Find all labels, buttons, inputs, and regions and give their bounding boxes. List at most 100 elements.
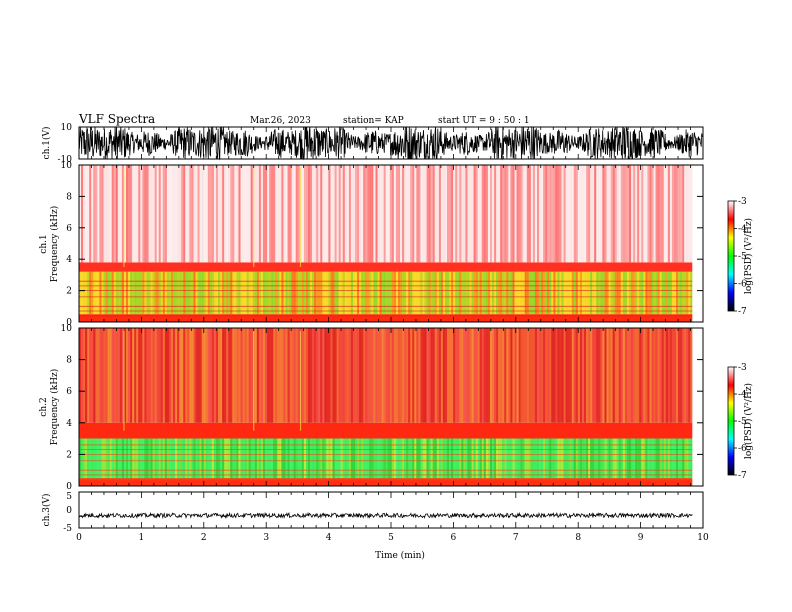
spec1-lowband-column	[569, 271, 572, 315]
spec2-texture-column	[657, 328, 660, 423]
spec1-lowband-column	[524, 271, 527, 315]
spec1-texture-column	[637, 165, 640, 263]
spec2-lowband-column	[314, 438, 317, 479]
spec2-texture-column	[535, 328, 538, 423]
spec2-lowband-column	[391, 438, 394, 479]
spec2-texture-column	[571, 328, 574, 423]
spec2-lowband-column	[430, 438, 433, 479]
spec2-lowband-column	[177, 438, 180, 479]
spec1-lowband-column	[326, 271, 329, 315]
spec1-lowband-column	[240, 271, 243, 315]
spec1-lowband-column	[661, 271, 664, 315]
spec1-texture-column	[502, 165, 505, 263]
spec1-lowband-column	[629, 271, 632, 315]
spec2-texture-column	[97, 328, 100, 423]
spec1-texture-column	[620, 165, 623, 263]
spec1-texture-column	[93, 165, 96, 263]
spec1-lowband-column	[584, 271, 587, 315]
spec1-texture-column	[426, 165, 429, 263]
spec1-lowband-column	[582, 271, 585, 315]
spec1-texture-column	[602, 165, 605, 263]
spec1-lowband-column	[318, 271, 321, 315]
spec2-texture-column	[310, 328, 313, 423]
spec2-lowband-column	[610, 438, 613, 479]
spec1-texture-column	[528, 165, 531, 263]
spec2-lowband-column	[624, 438, 627, 479]
spec2-texture-column	[169, 328, 172, 423]
spec1-texture-column	[573, 165, 576, 263]
spec1-texture-column	[506, 165, 509, 263]
cb2-tick-label: -7	[738, 471, 747, 481]
spec1-texture-column	[177, 165, 180, 263]
spec1-lowband-column	[383, 271, 386, 315]
spec1-lowband-column	[228, 271, 231, 315]
spec1-lowband-column	[639, 271, 642, 315]
spec1-texture-column	[592, 165, 595, 263]
spec2-texture-column	[387, 328, 390, 423]
spec1-texture-column	[346, 165, 349, 263]
spec1-texture-column	[142, 165, 145, 263]
spec2-texture-column	[318, 328, 321, 423]
spec1-lowband-column	[199, 271, 202, 315]
spec1-lowband-column	[355, 271, 358, 315]
spec1-lowband-column	[216, 271, 219, 315]
spec2-lowband-column	[365, 438, 368, 479]
spec2-texture-column	[128, 328, 131, 423]
spec2-lowband-column	[281, 438, 284, 479]
spec2-texture-column	[541, 328, 544, 423]
spec1-lowband-column	[126, 271, 129, 315]
spec1-texture-column	[291, 165, 294, 263]
spec2-lowband-column	[211, 438, 214, 479]
spec1-texture-column	[297, 165, 300, 263]
time-xtick-label: 8	[575, 533, 581, 543]
spec1-texture-column	[402, 165, 405, 263]
spec1-lowband-column	[279, 271, 282, 315]
spec1-lowband-column	[622, 271, 625, 315]
spec1-lowband-column	[463, 271, 466, 315]
spec1-lowband-column	[641, 271, 644, 315]
spec1-lowband-column	[414, 271, 417, 315]
spec2-lowband-column	[549, 438, 552, 479]
spec2-lowband-column	[199, 438, 202, 479]
spec2-lowband-column	[238, 438, 241, 479]
spec2-lowband-column	[563, 438, 566, 479]
spec1-lowband-column	[473, 271, 476, 315]
spec1-lowband-column	[169, 271, 172, 315]
spec2-texture-column	[134, 328, 137, 423]
spec1-lowband-column	[682, 271, 685, 315]
spec1-lowband-column	[275, 271, 278, 315]
spec1-lowband-column	[385, 271, 388, 315]
spec2-texture-column	[383, 328, 386, 423]
spec1-texture-column	[124, 165, 127, 263]
spec1-texture-column	[459, 165, 462, 263]
spec1-lowband-column	[328, 271, 331, 315]
spec1-lowband-column	[571, 271, 574, 315]
spec2-texture-column	[663, 328, 666, 423]
spec2-lowband-column	[105, 438, 108, 479]
spec1-texture-column	[350, 165, 353, 263]
spec1-texture-column	[103, 165, 106, 263]
spec1-texture-column	[318, 165, 321, 263]
spec2-texture-column	[385, 328, 388, 423]
spec1-lowband-column	[209, 271, 212, 315]
spec2-lowband-column	[361, 438, 364, 479]
spec2-texture-column	[197, 328, 200, 423]
spec2-texture-column	[256, 328, 259, 423]
spec2-texture-column	[459, 328, 462, 423]
spec2-lowband-column	[416, 438, 419, 479]
spec1-texture-column	[273, 165, 276, 263]
spec2-texture-column	[218, 328, 221, 423]
time-xtick-label: 3	[263, 533, 269, 543]
spec2-lowband-column	[250, 438, 253, 479]
spec1-lowband-column	[665, 271, 668, 315]
spec2-lowband-column	[209, 438, 212, 479]
spec1-lowband-column	[651, 271, 654, 315]
spec1-lowband-column	[543, 271, 546, 315]
spec2-texture-column	[93, 328, 96, 423]
spec1-texture-column	[690, 165, 693, 263]
spec2-lowband-column	[588, 438, 591, 479]
spec2-texture-column	[502, 328, 505, 423]
spec2-texture-column	[367, 328, 370, 423]
spec1-lowband-column	[363, 271, 366, 315]
spec1-texture-column	[150, 165, 153, 263]
